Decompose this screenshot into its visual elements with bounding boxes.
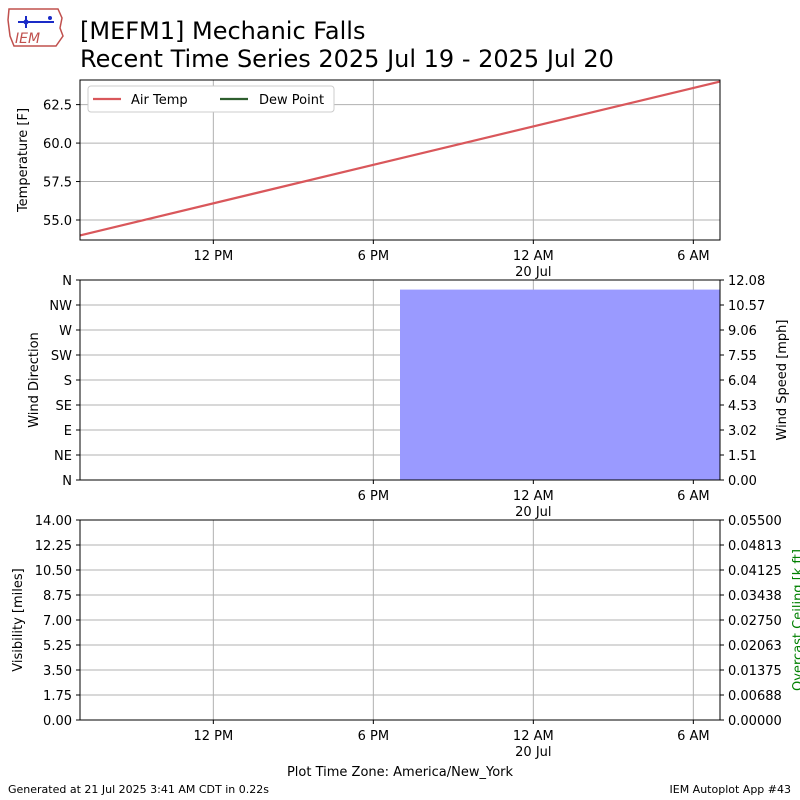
x-tick-sublabel: 20 Jul — [515, 745, 551, 760]
y-tick-label-right: 0.00000 — [728, 714, 782, 729]
axes-frame — [79, 519, 721, 721]
y-tick-label-right: 7.55 — [728, 349, 757, 364]
y-tick-label-right: 6.04 — [728, 374, 757, 389]
x-tick-label: 6 AM — [677, 729, 710, 744]
svg-text:IEM: IEM — [15, 31, 40, 47]
y-tick-label-right: 0.01375 — [728, 664, 782, 679]
y-tick-label-left: 8.75 — [43, 589, 72, 604]
y-axis-label-right: Wind Speed [mph] — [775, 320, 790, 441]
x-tick-label: 12 AM — [513, 249, 554, 264]
x-tick-label: 6 AM — [677, 249, 710, 264]
y-tick-label: 62.5 — [43, 99, 72, 114]
y-tick-label-left: 0.00 — [43, 714, 72, 729]
y-tick-label-right: 3.02 — [728, 424, 757, 439]
y-axis-label: Temperature [F] — [16, 108, 31, 213]
y-tick-label-right: 0.04125 — [728, 564, 782, 579]
y-tick-label-left: S — [64, 374, 72, 389]
y-tick-label-right: 10.57 — [728, 299, 765, 314]
y-tick-label-left: 5.25 — [43, 639, 72, 654]
legend-label-dew-point: Dew Point — [259, 93, 324, 108]
y-tick-label-left: N — [62, 274, 72, 289]
y-tick-label-right: 0.00 — [728, 474, 757, 489]
chart-subtitle: Recent Time Series 2025 Jul 19 - 2025 Ju… — [80, 45, 614, 73]
y-tick-label-left: NE — [54, 449, 72, 464]
y-axis-label-right: Overcast Ceiling [k ft] — [791, 549, 800, 691]
x-tick-label: 12 PM — [193, 249, 233, 264]
y-tick-label-left: 14.00 — [35, 514, 72, 529]
y-tick-label: 60.0 — [43, 137, 72, 152]
generated-note: Generated at 21 Jul 2025 3:41 AM CDT in … — [8, 783, 269, 796]
x-tick-label: 6 PM — [358, 249, 389, 264]
y-tick-label-left: E — [64, 424, 72, 439]
x-tick-label: 6 PM — [358, 489, 389, 504]
y-tick-label-left: SE — [56, 399, 72, 414]
y-tick-label-right: 12.08 — [728, 274, 765, 289]
air-temp-line — [79, 80, 721, 237]
y-tick-label-right: 1.51 — [728, 449, 757, 464]
x-tick-label: 12 AM — [513, 489, 554, 504]
x-tick-label: 12 PM — [193, 729, 233, 744]
y-tick-label-left: SW — [51, 349, 72, 364]
y-axis-label-left: Visibility [miles] — [11, 568, 26, 671]
y-tick-label-right: 0.03438 — [728, 589, 782, 604]
axes-frame — [79, 79, 721, 241]
y-tick-label-right: 0.00688 — [728, 689, 782, 704]
iem-logo: IEM — [6, 6, 64, 50]
y-tick-label-right: 9.06 — [728, 324, 757, 339]
y-tick-label: 57.5 — [43, 176, 72, 191]
y-tick-label-left: 7.00 — [43, 614, 72, 629]
y-tick-label-right: 0.02750 — [728, 614, 782, 629]
x-tick-sublabel: 20 Jul — [515, 505, 551, 520]
y-tick-label-right: 0.05500 — [728, 514, 782, 529]
y-tick-label-left: 3.50 — [43, 664, 72, 679]
x-tick-label: 12 AM — [513, 729, 554, 744]
axes-frame — [79, 279, 721, 481]
y-tick-label: 55.0 — [43, 214, 72, 229]
legend-box — [87, 85, 335, 113]
y-tick-label-left: NW — [49, 299, 72, 314]
x-tick-label: 6 PM — [358, 729, 389, 744]
x-tick-label: 6 AM — [677, 489, 710, 504]
y-tick-label-left: N — [62, 474, 72, 489]
y-tick-label-left: 12.25 — [35, 539, 72, 554]
y-tick-label-right: 0.02063 — [728, 639, 782, 654]
chart-title: [MEFM1] Mechanic Falls — [80, 17, 366, 45]
legend-label-air-temp: Air Temp — [131, 93, 188, 108]
wind-speed-bar — [400, 289, 720, 480]
y-tick-label-left: W — [59, 324, 72, 339]
y-tick-label-left: 10.50 — [35, 564, 72, 579]
timezone-label: Plot Time Zone: America/New_York — [286, 765, 514, 780]
y-axis-label-left: Wind Direction — [27, 332, 42, 428]
y-tick-label-left: 1.75 — [43, 689, 72, 704]
app-note: IEM Autoplot App #43 — [669, 783, 792, 796]
y-tick-label-right: 4.53 — [728, 399, 757, 414]
y-tick-label-right: 0.04813 — [728, 539, 782, 554]
x-tick-sublabel: 20 Jul — [515, 265, 551, 280]
